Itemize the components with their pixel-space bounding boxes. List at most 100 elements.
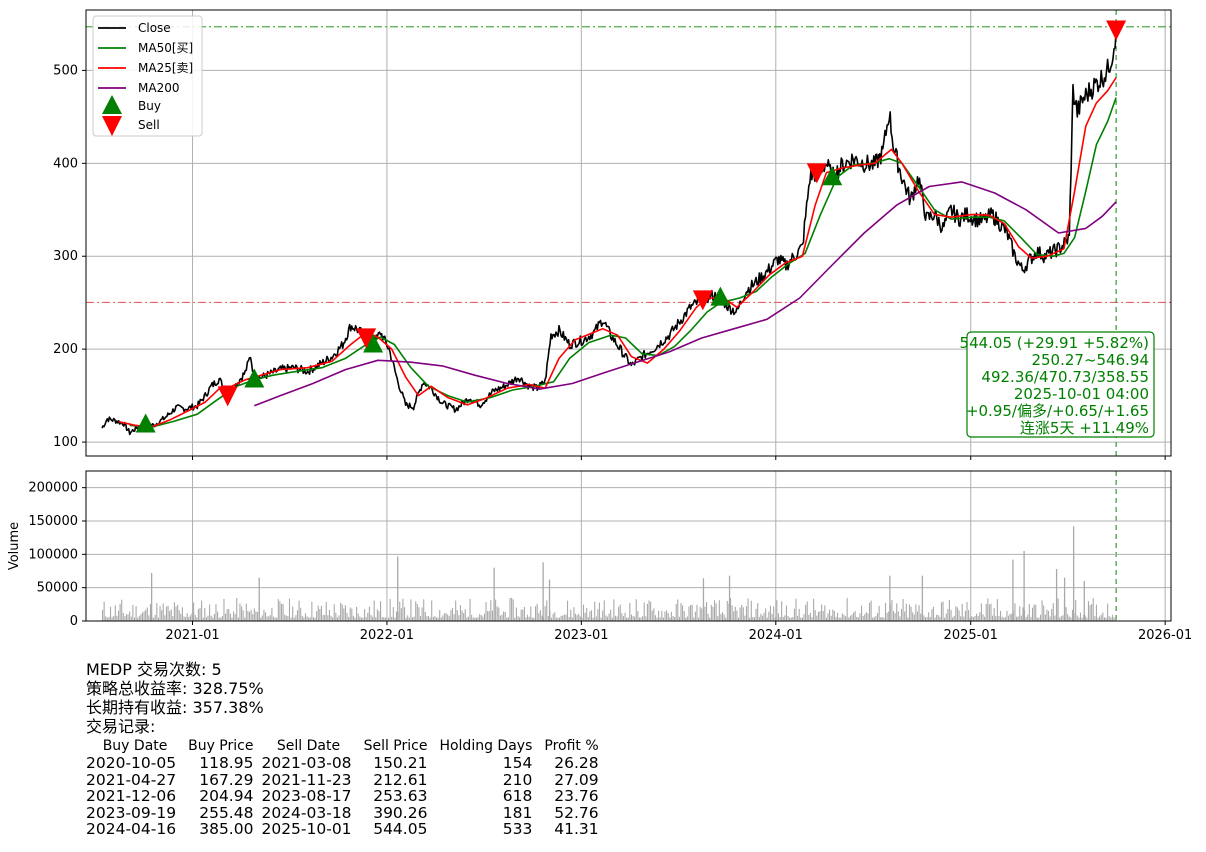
volume-bar [148, 615, 150, 621]
volume-bar [1041, 600, 1043, 621]
volume-bar [728, 575, 731, 621]
volume-bar [263, 609, 265, 621]
volume-bar [1020, 615, 1022, 621]
volume-bar [876, 613, 879, 621]
volume-bar [1051, 609, 1053, 621]
volume-bar [1033, 604, 1035, 621]
volume-bar [386, 616, 388, 621]
volume-bar [1017, 616, 1019, 621]
volume-bar [143, 611, 145, 621]
volume-bar [698, 617, 700, 621]
volume-bar [814, 610, 816, 621]
legend-box [92, 15, 203, 137]
volume-bar [231, 617, 233, 621]
volume-bar [268, 616, 270, 621]
volume-bar [336, 617, 338, 621]
volume-bar [613, 599, 615, 621]
price-tick-label: 300 [53, 249, 78, 264]
volume-bar [469, 598, 471, 621]
volume-bar [992, 615, 994, 621]
table-cell: 2021-11-23 [261, 770, 352, 789]
volume-bar [419, 616, 422, 621]
volume-bar [506, 617, 508, 621]
volume-bar [440, 617, 442, 621]
volume-bar [670, 611, 672, 621]
volume-bar [864, 614, 866, 621]
volume-bar [993, 608, 995, 621]
volume-bar [843, 614, 845, 621]
volume-bar [340, 602, 342, 621]
volume-bar [707, 613, 709, 621]
volume-bar [682, 605, 684, 621]
volume-bar [477, 617, 479, 621]
volume-bar [846, 598, 848, 621]
table-cell: 544.05 [373, 820, 428, 838]
volume-bar [688, 606, 690, 621]
x-tick-label: 2026-01 [1138, 628, 1192, 643]
volume-bar [1044, 614, 1046, 621]
volume-bar [101, 609, 104, 621]
volume-bar [277, 599, 279, 621]
volume-bar [357, 613, 359, 621]
volume-bar [165, 606, 167, 621]
volume-bar [653, 608, 655, 621]
volume-bar [480, 615, 482, 621]
volume-bar [397, 556, 399, 621]
volume-bar [677, 599, 679, 621]
volume-bar [902, 599, 904, 621]
volume-bar [509, 598, 511, 621]
volume-bar [207, 615, 209, 621]
volume-bar [175, 606, 177, 621]
volume-bar [769, 605, 772, 621]
volume-bar [598, 602, 601, 621]
volume-bar [311, 601, 313, 621]
volume-bar [969, 617, 971, 621]
volume-bar [827, 613, 829, 621]
table-cell: 52.76 [554, 803, 599, 822]
volume-bar [712, 606, 714, 621]
volume-bar [1036, 617, 1038, 621]
volume-bar [507, 617, 509, 621]
volume-bar [252, 614, 254, 621]
volume-bar [777, 613, 780, 621]
volume-bar [546, 600, 548, 621]
volume-bar [223, 598, 225, 621]
volume-bar [718, 600, 720, 621]
volume-bar [729, 598, 732, 621]
volume-bar [606, 616, 609, 621]
volume-bar [643, 602, 645, 621]
volume-bar [133, 617, 136, 621]
volume-bar [1012, 559, 1014, 621]
volume-bar [576, 615, 578, 621]
volume-bar [343, 608, 345, 621]
volume-bar [169, 611, 171, 621]
sell-marker [1106, 20, 1127, 41]
volume-bar [685, 617, 687, 621]
x-tick-label: 2022-01 [360, 628, 414, 643]
table-cell: 26.28 [554, 754, 599, 772]
volume-bar [261, 615, 263, 621]
volume-bar [725, 617, 727, 621]
legend-label: Close [138, 21, 171, 35]
volume-bar [124, 616, 126, 621]
volume-bar [805, 604, 807, 621]
volume-bar [664, 611, 666, 621]
volume-bar [784, 615, 786, 621]
volume-bar [1059, 617, 1061, 621]
volume-bar [900, 608, 903, 621]
volume-bar [221, 616, 223, 621]
volume-bar [624, 612, 626, 621]
volume-bar [733, 611, 735, 621]
volume-bar [266, 616, 268, 621]
volume-bar [464, 609, 466, 621]
volume-bar [787, 616, 789, 621]
volume-bar [1108, 616, 1110, 621]
volume-bar [1000, 610, 1002, 621]
volume-bar [972, 617, 974, 621]
volume-bar [998, 615, 1000, 621]
table-header-row: Buy Date Buy Price Sell Date Sell Price … [86, 737, 603, 755]
volume-bar [298, 600, 300, 621]
price-axes-frame [85, 9, 1172, 457]
volume-bar [309, 617, 311, 621]
volume-bar [1014, 603, 1016, 621]
